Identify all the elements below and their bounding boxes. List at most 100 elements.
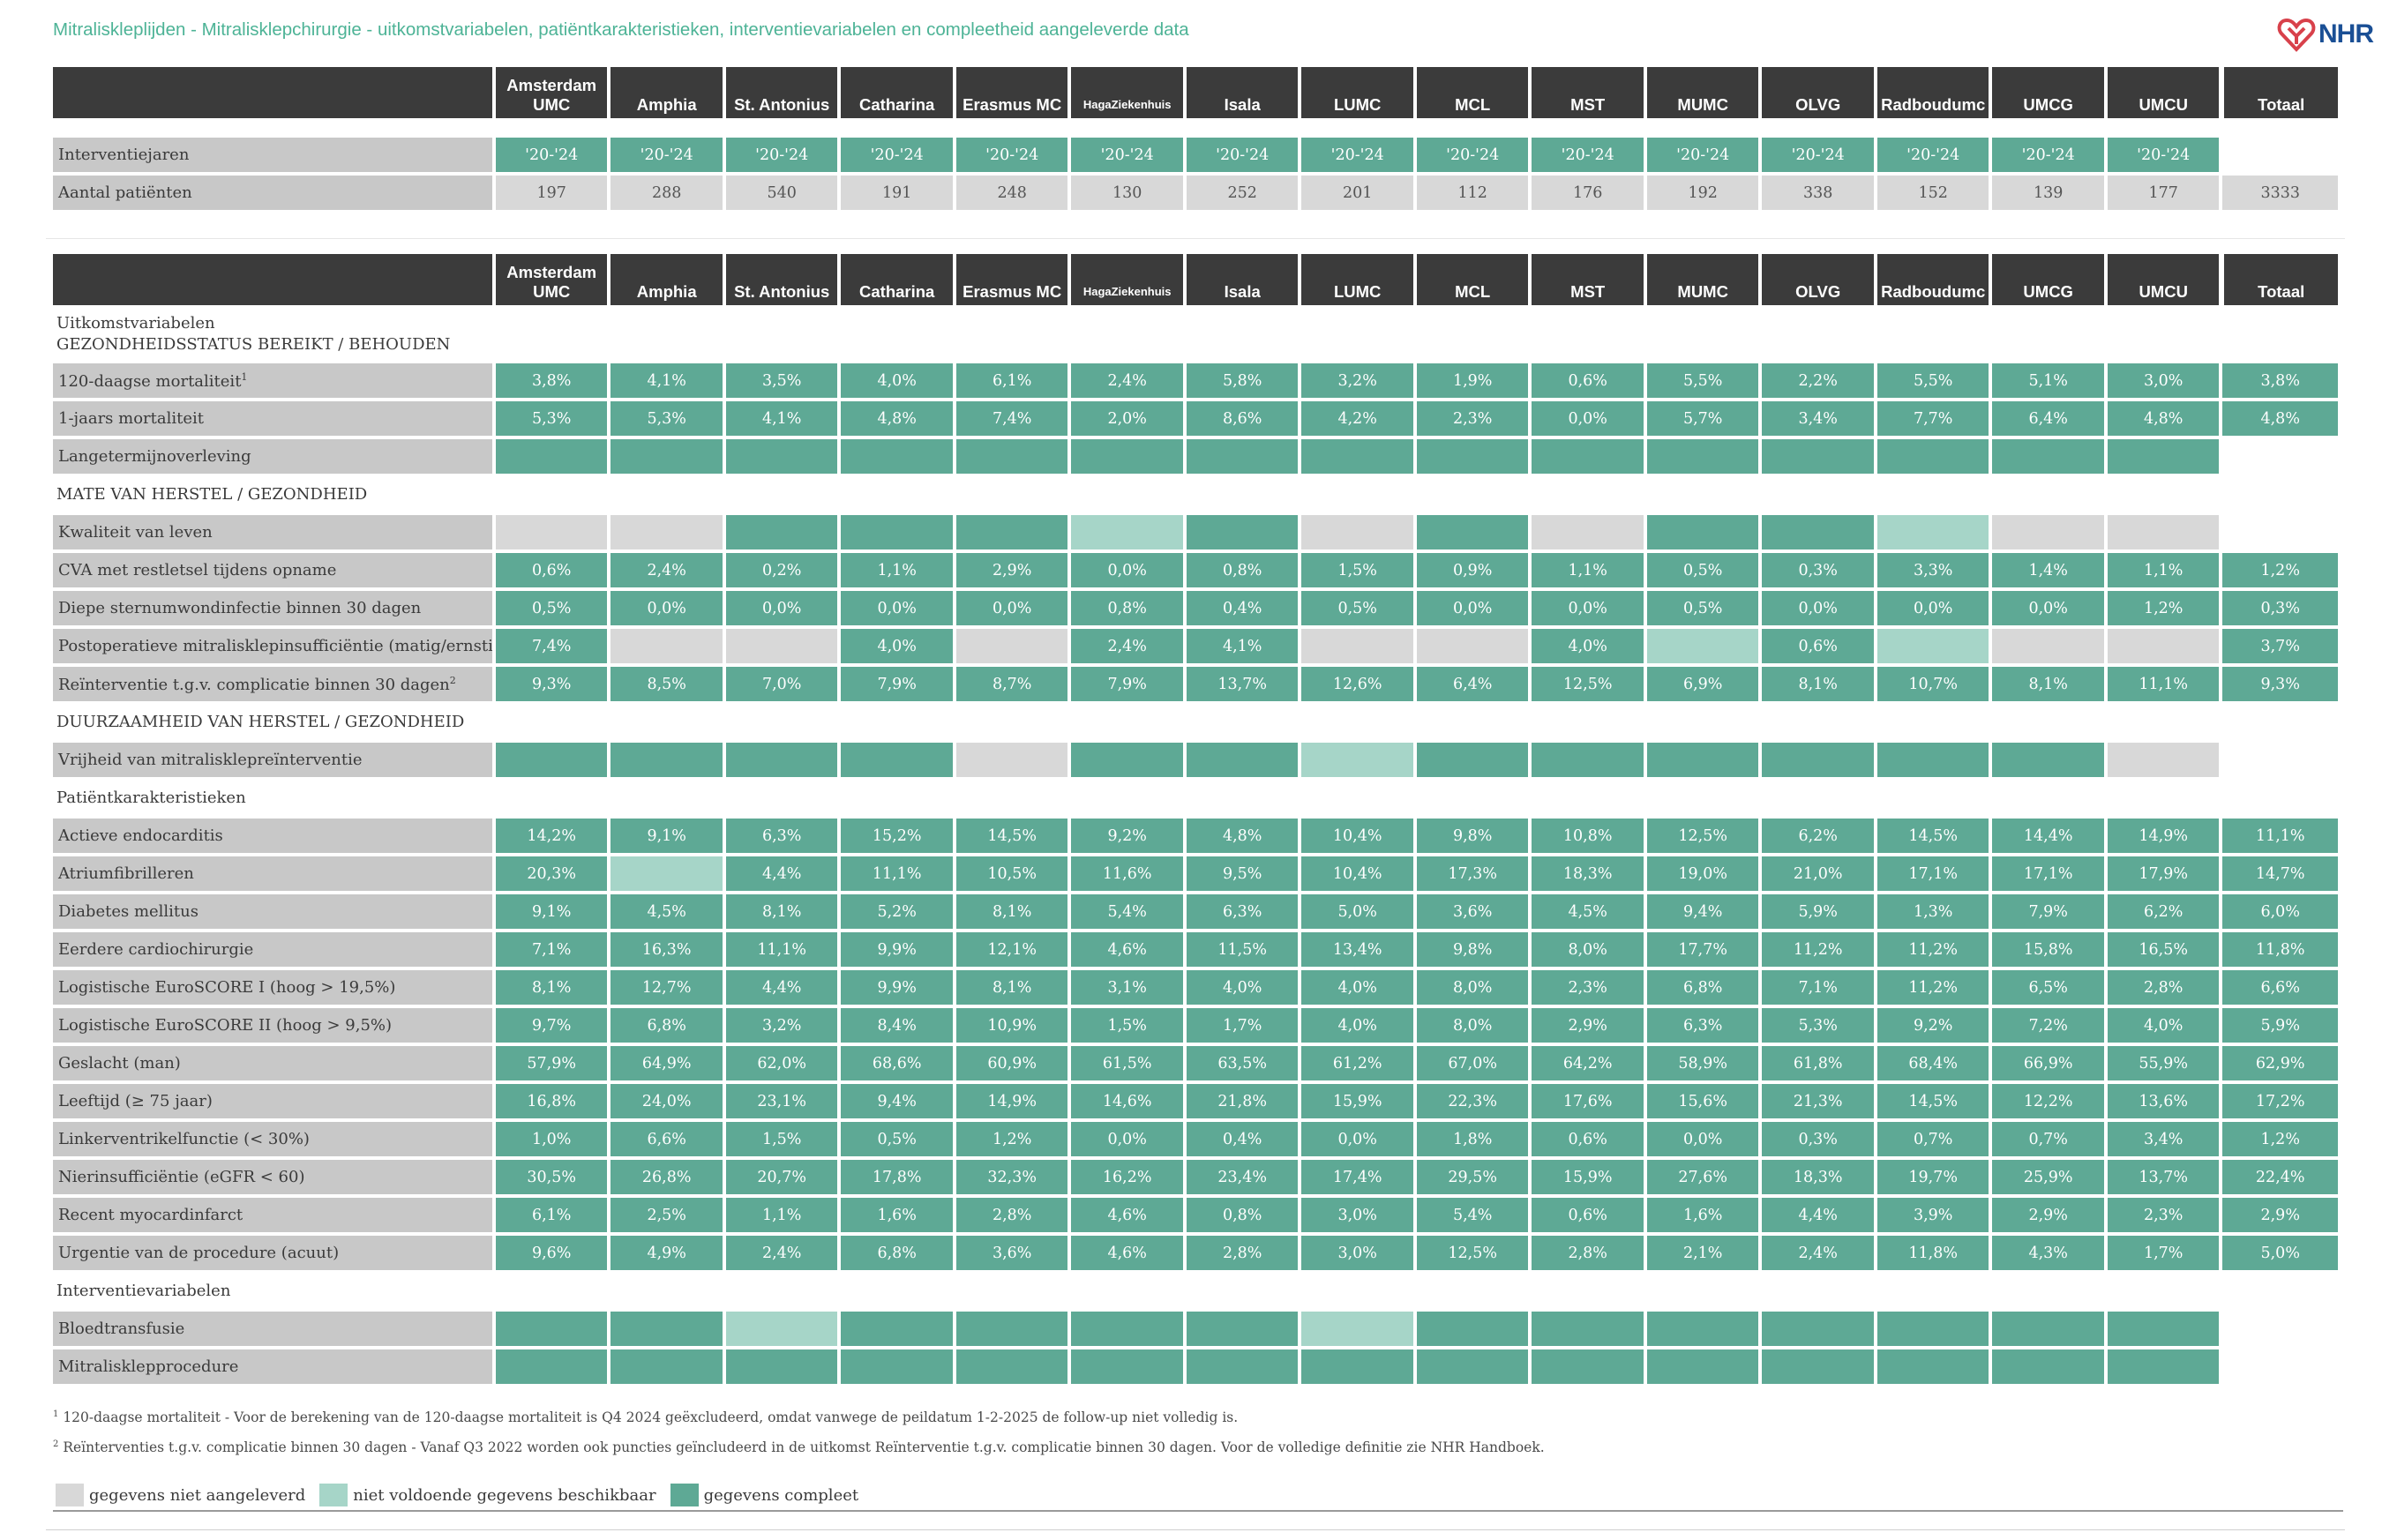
cell-hagaziekenhuis: 2,4% xyxy=(1071,629,1187,667)
cell-catharina xyxy=(841,1349,956,1387)
cell-olvg: 0,6% xyxy=(1762,629,1877,667)
cell-mcl: 1,8% xyxy=(1416,1122,1532,1160)
cell-totaal xyxy=(2222,1312,2338,1349)
row-label-text: Logistische EuroSCORE I (hoog > 19,5%) xyxy=(58,978,396,997)
cell-umcg: 0,7% xyxy=(1992,1122,2108,1160)
footnote-2: 2 Reïnterventies t.g.v. complicatie binn… xyxy=(53,1439,1545,1455)
cell-mcl: 8,0% xyxy=(1416,970,1532,1008)
cell-amsterdam-umc: 14,2% xyxy=(495,819,611,856)
cell-totaal xyxy=(2222,743,2338,781)
cell-olvg: 338 xyxy=(1762,176,1877,213)
cell-lumc: 12,6% xyxy=(1301,667,1417,705)
nhr-heart-icon xyxy=(2277,18,2316,52)
row-label-text: Recent myocardinfarct xyxy=(58,1206,243,1224)
cell-radboudumc: '20-'24 xyxy=(1876,138,1993,176)
cell-mumc: 2,1% xyxy=(1646,1236,1763,1274)
cell-umcu: 14,9% xyxy=(2107,819,2223,856)
column-header-olvg: OLVG xyxy=(1762,254,1877,309)
cell-st-antonius: 4,4% xyxy=(725,856,842,894)
cell-amsterdam-umc: 20,3% xyxy=(495,856,611,894)
row-label: Geslacht (man) xyxy=(53,1046,496,1084)
cell-lumc xyxy=(1301,439,1417,477)
cell-totaal xyxy=(2222,1349,2338,1387)
cell-erasmus-mc: 8,1% xyxy=(955,970,1072,1008)
column-header-mst: MST xyxy=(1532,254,1647,309)
cell-mcl xyxy=(1416,1349,1532,1387)
cell-catharina: 9,9% xyxy=(841,970,956,1008)
cell-amphia: 26,8% xyxy=(610,1160,726,1198)
cell-st-antonius: 7,0% xyxy=(725,667,842,705)
cell-mst xyxy=(1532,743,1647,781)
cell-amphia xyxy=(610,856,726,894)
cell-catharina: 5,2% xyxy=(841,894,956,932)
cell-umcg: 12,2% xyxy=(1992,1084,2108,1122)
cell-olvg: 5,9% xyxy=(1762,894,1877,932)
cell-mst: 2,8% xyxy=(1532,1236,1647,1274)
row-label: CVA met restletsel tijdens opname xyxy=(53,553,496,591)
row-label-text: Diepe sternumwondinfectie binnen 30 dage… xyxy=(58,599,422,617)
cell-umcu xyxy=(2107,1349,2223,1387)
column-header-mcl: MCL xyxy=(1416,254,1532,309)
cell-umcg: 6,4% xyxy=(1992,401,2108,439)
row-label: Aantal patiënten xyxy=(53,176,496,213)
cell-isala: 4,0% xyxy=(1186,970,1302,1008)
cell-olvg: 2,4% xyxy=(1762,1236,1877,1274)
cell-radboudumc: 10,7% xyxy=(1876,667,1993,705)
row-label-text: Langetermijnoverleving xyxy=(58,447,251,466)
cell-olvg xyxy=(1762,439,1877,477)
cell-erasmus-mc: 32,3% xyxy=(955,1160,1072,1198)
row-label: Bloedtransfusie xyxy=(53,1312,496,1349)
row-label-text: Diabetes mellitus xyxy=(58,902,198,921)
table-row-eerdere-cardiochirurgie: Eerdere cardiochirurgie 7,1% 16,3% 11,1% 9,9… xyxy=(53,932,2338,970)
cell-mst: 0,6% xyxy=(1532,363,1647,401)
row-label: Leeftijd (≥ 75 jaar) xyxy=(53,1084,496,1122)
cell-catharina: '20-'24 xyxy=(841,138,956,176)
cell-umcu xyxy=(2107,629,2223,667)
cell-isala: 5,8% xyxy=(1186,363,1302,401)
cell-lumc xyxy=(1301,515,1417,553)
cell-st-antonius: 1,5% xyxy=(725,1122,842,1160)
cell-lumc xyxy=(1301,629,1417,667)
cell-catharina: 9,9% xyxy=(841,932,956,970)
cell-umcg: 139 xyxy=(1992,176,2108,213)
cell-radboudumc xyxy=(1876,439,1993,477)
table-row-atriumfibrilleren: Atriumfibrilleren 20,3% 4,4% 11,1% 10,5% 11,6… xyxy=(53,856,2338,894)
row-label: Postoperatieve mitralisklepinsufficiënti… xyxy=(53,629,496,667)
cell-totaal xyxy=(2222,515,2338,553)
legend-swatch-insufficient xyxy=(319,1484,348,1506)
cell-totaal xyxy=(2222,439,2338,477)
cell-catharina: 7,9% xyxy=(841,667,956,705)
cell-umcg xyxy=(1992,1312,2108,1349)
cell-totaal: 9,3% xyxy=(2222,667,2338,705)
cell-amphia: 4,1% xyxy=(610,363,726,401)
cell-mcl: 0,9% xyxy=(1416,553,1532,591)
cell-umcg: 17,1% xyxy=(1992,856,2108,894)
cell-hagaziekenhuis: 11,6% xyxy=(1071,856,1187,894)
cell-hagaziekenhuis: 9,2% xyxy=(1071,819,1187,856)
cell-umcu xyxy=(2107,1312,2223,1349)
cell-mcl: 5,4% xyxy=(1416,1198,1532,1236)
cell-amsterdam-umc: 5,3% xyxy=(495,401,611,439)
cell-amphia: 2,5% xyxy=(610,1198,726,1236)
cell-mcl xyxy=(1416,1312,1532,1349)
cell-radboudumc: 3,3% xyxy=(1876,553,1993,591)
cell-hagaziekenhuis xyxy=(1071,1349,1187,1387)
cell-isala: 0,4% xyxy=(1186,591,1302,629)
cell-isala xyxy=(1186,1349,1302,1387)
cell-lumc: 3,0% xyxy=(1301,1198,1417,1236)
cell-mumc xyxy=(1646,515,1763,553)
cell-olvg: 21,0% xyxy=(1762,856,1877,894)
row-label: Kwaliteit van leven xyxy=(53,515,496,553)
cell-lumc: 10,4% xyxy=(1301,819,1417,856)
cell-totaal: 3,7% xyxy=(2222,629,2338,667)
cell-umcg xyxy=(1992,629,2108,667)
table-row-urgentie-van-de-procedure-acuut: Urgentie van de procedure (acuut) 9,6% 4,9… xyxy=(53,1236,2338,1274)
column-header-umcu: UMCU xyxy=(2107,254,2223,309)
cell-hagaziekenhuis xyxy=(1071,515,1187,553)
cell-st-antonius: 20,7% xyxy=(725,1160,842,1198)
cell-totaal: 0,3% xyxy=(2222,591,2338,629)
cell-isala: 2,8% xyxy=(1186,1236,1302,1274)
cell-lumc: '20-'24 xyxy=(1301,138,1417,176)
cell-mst xyxy=(1532,515,1647,553)
cell-isala xyxy=(1186,439,1302,477)
